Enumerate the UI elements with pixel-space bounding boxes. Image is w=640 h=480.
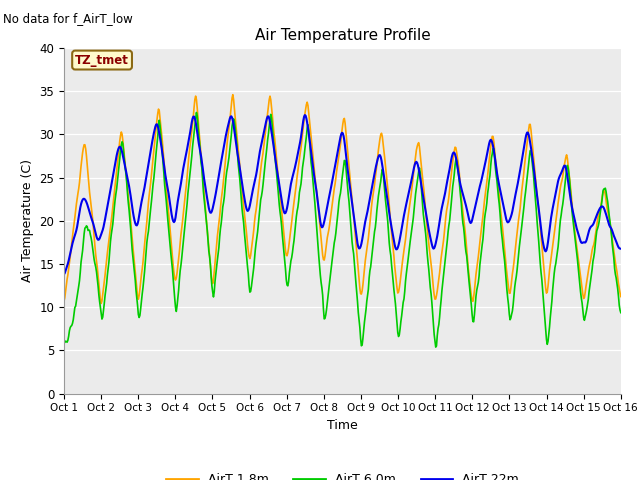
AirT 1.8m (412, 153, 419, 159)
X-axis label: Time: Time (327, 419, 358, 432)
AirT 1.8m (128, 237, 136, 242)
Y-axis label: Air Temperature (C): Air Temperature (C) (21, 159, 34, 282)
Line: AirT 1.8m: AirT 1.8m (64, 95, 621, 303)
AirT 6.0m (70, 311, 78, 317)
AirT 1.8m (428, 268, 436, 274)
Title: Air Temperature Profile: Air Temperature Profile (255, 28, 430, 43)
AirT 6.0m (184, 191, 192, 196)
AirT 6.0m (411, 199, 419, 205)
AirT 6.0m (432, 344, 440, 350)
AirT 22m (301, 112, 308, 118)
AirT 1.8m (97, 300, 105, 306)
AirT 6.0m (214, 252, 222, 257)
AirT 22m (127, 198, 135, 204)
AirT 1.8m (60, 298, 68, 304)
AirT 6.0m (60, 340, 68, 346)
AirT 22m (411, 162, 419, 168)
AirT 22m (428, 238, 435, 244)
Text: TZ_tmet: TZ_tmet (75, 54, 129, 67)
AirT 6.0m (127, 236, 135, 242)
AirT 1.8m (185, 155, 193, 161)
AirT 1.8m (229, 92, 237, 97)
Legend: AirT 1.8m, AirT 6.0m, AirT 22m: AirT 1.8m, AirT 6.0m, AirT 22m (161, 468, 524, 480)
AirT 1.8m (214, 227, 222, 233)
AirT 6.0m (428, 291, 435, 297)
AirT 22m (214, 182, 221, 188)
AirT 1.8m (70, 221, 78, 227)
AirT 22m (617, 246, 625, 252)
AirT 1.8m (617, 294, 625, 300)
AirT 22m (184, 142, 192, 148)
Line: AirT 6.0m: AirT 6.0m (64, 112, 621, 347)
AirT 22m (70, 235, 78, 240)
Line: AirT 22m: AirT 22m (64, 115, 621, 275)
AirT 6.0m (617, 310, 625, 315)
Text: No data for f_AirT_low: No data for f_AirT_low (3, 12, 133, 25)
AirT 6.0m (193, 109, 200, 115)
AirT 22m (60, 272, 68, 277)
